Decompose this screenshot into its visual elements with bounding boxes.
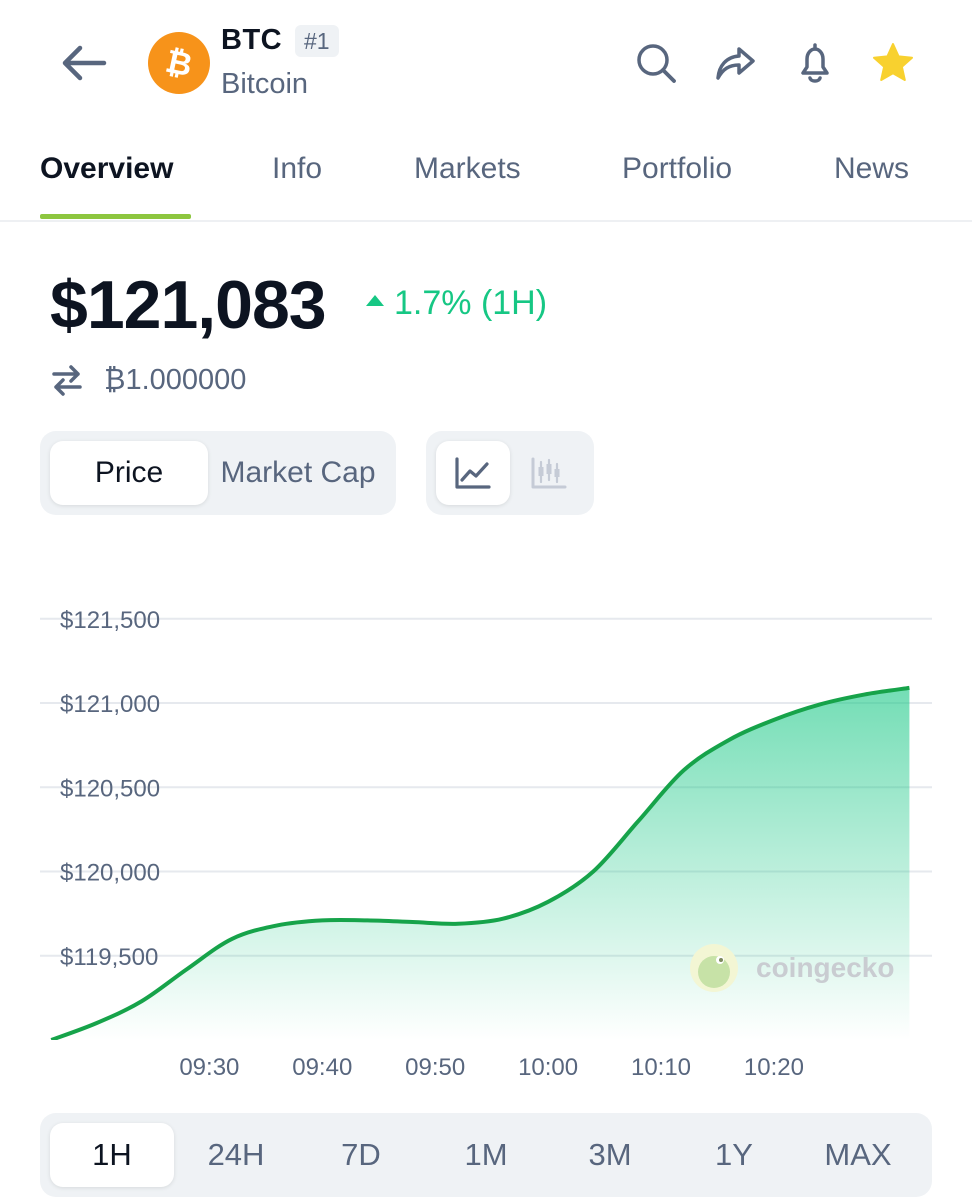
btc-conversion-value: ₿1.000000: [104, 363, 247, 396]
current-price: $121,083: [50, 267, 327, 343]
alert-button[interactable]: [790, 38, 840, 88]
y-tick-label: $120,500: [60, 775, 160, 802]
search-button[interactable]: [631, 38, 681, 88]
x-tick-label: 09:40: [292, 1054, 352, 1081]
price-toggle-button[interactable]: Price: [50, 441, 208, 505]
timeframe-3m[interactable]: 3M: [588, 1137, 632, 1172]
back-arrow-icon: [62, 45, 107, 81]
chart-labels: $121,500 $121,000 $120,500 $120,000 $119,500…: [60, 607, 804, 1081]
timeframe-1h[interactable]: 1H: [50, 1123, 174, 1187]
active-tab-indicator: [40, 214, 191, 219]
tab-bar: Overview Info Markets Portfolio News: [0, 140, 972, 222]
y-tick-label: $121,500: [60, 607, 160, 634]
bell-icon: [801, 43, 829, 83]
coin-name: Bitcoin: [221, 68, 309, 100]
up-triangle-icon: [366, 295, 384, 306]
timeframe-24h[interactable]: 24H: [207, 1137, 265, 1172]
tab-markets[interactable]: Markets: [414, 152, 521, 185]
btc-conversion: ₿1.000000: [50, 360, 246, 400]
bitcoin-icon: ₿: [162, 43, 195, 83]
metric-toggle: Price Market Cap: [40, 431, 396, 515]
market-cap-toggle-button[interactable]: Market Cap: [220, 456, 376, 489]
x-tick-label: 10:20: [744, 1054, 804, 1081]
search-icon: [637, 44, 676, 83]
tab-overview[interactable]: Overview: [40, 152, 174, 185]
timeframe-1y[interactable]: 1Y: [715, 1137, 753, 1172]
price-line: [50, 685, 910, 1040]
tab-portfolio[interactable]: Portfolio: [622, 152, 733, 185]
rank-badge: #1: [295, 25, 339, 57]
tab-news[interactable]: News: [834, 152, 910, 185]
candlestick-chart-button[interactable]: [512, 441, 586, 505]
share-icon: [716, 47, 755, 80]
price-area-fill: [51, 687, 910, 1040]
bitcoin-glyph: ₿: [162, 43, 195, 83]
bitcoin-logo: ₿: [148, 32, 210, 94]
price-area: [50, 685, 910, 1040]
line-chart-button[interactable]: [436, 441, 510, 505]
watermark-text: coingecko: [756, 952, 894, 983]
x-tick-label: 10:00: [518, 1054, 578, 1081]
back-button[interactable]: [56, 38, 112, 88]
candlestick-chart-icon: [531, 457, 567, 489]
timeframe-max[interactable]: MAX: [824, 1137, 892, 1172]
swap-arrows-icon: [52, 365, 82, 396]
y-tick-label: $119,500: [60, 944, 158, 971]
line-chart-icon: [455, 457, 491, 489]
coin-symbol: BTC: [221, 24, 283, 56]
price-change: 1.7% (1H): [366, 284, 547, 323]
x-tick-label: 09:30: [179, 1054, 239, 1081]
price-chart[interactable]: coingecko $121,500 $121,000 $120,500 $120,0…: [0, 580, 972, 1090]
timeframe-selector: 1H 24H 7D 1M 3M 1Y MAX: [40, 1113, 932, 1197]
y-tick-label: $121,000: [60, 691, 160, 718]
favorite-button[interactable]: [868, 38, 918, 88]
tab-info[interactable]: Info: [272, 152, 323, 185]
timeframe-1m[interactable]: 1M: [464, 1137, 508, 1172]
coin-header: ₿ BTC #1 Bitcoin: [0, 0, 972, 125]
timeframe-7d[interactable]: 7D: [341, 1137, 381, 1172]
y-tick-label: $120,000: [60, 860, 160, 887]
share-button[interactable]: [710, 38, 760, 88]
price-change-text: 1.7% (1H): [394, 284, 548, 322]
coingecko-watermark: coingecko: [690, 944, 894, 992]
x-tick-label: 10:10: [631, 1054, 691, 1081]
chart-type-toggle: [426, 431, 594, 515]
price-chart-svg: coingecko $121,500 $121,000 $120,500 $120,0…: [40, 607, 932, 1081]
star-icon: [873, 43, 913, 81]
x-tick-label: 09:50: [405, 1054, 465, 1081]
